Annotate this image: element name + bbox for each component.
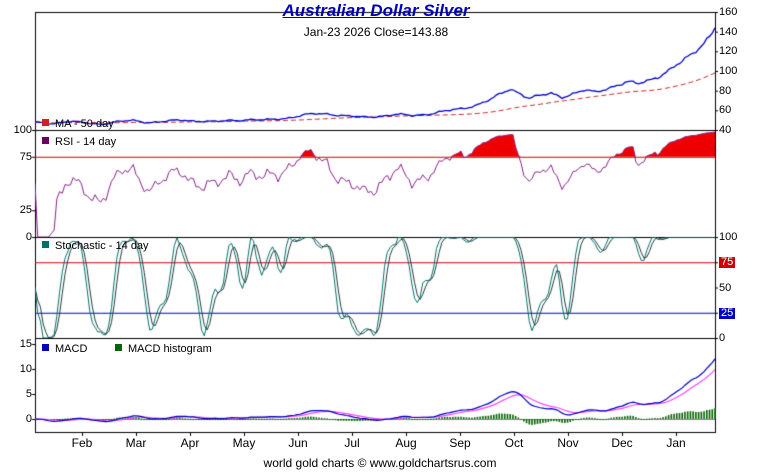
rsi-ytick-label: 75 — [19, 150, 32, 163]
x-axis-month-label: Aug — [395, 436, 417, 450]
macd-ytick-label: 10 — [19, 363, 32, 375]
legend-macd-label: MACD — [55, 343, 88, 355]
legend-rsi-label: RSI - 14 day — [55, 136, 117, 148]
stochastic-ytick-label: 0 — [719, 332, 726, 344]
ma-swatch-icon — [42, 119, 49, 126]
rsi-ytick-label: 0 — [25, 231, 32, 243]
x-axis-month-label: Mar — [125, 436, 147, 450]
stochastic-ytick-label: 100 — [719, 231, 738, 243]
stochastic-ytick-label: 50 — [719, 281, 732, 294]
x-axis-month-label: Jul — [344, 436, 360, 450]
footer-credit: world gold charts © www.goldchartsrus.co… — [263, 456, 497, 470]
legend-ma: MA - 50 day — [42, 118, 114, 130]
legend-rsi: RSI - 14 day — [42, 136, 116, 148]
macd-swatch-icon — [42, 344, 49, 351]
x-axis-month-label: Nov — [557, 436, 579, 450]
legend-macd: MACD — [42, 343, 87, 355]
x-axis-month-label: May — [232, 436, 256, 450]
legend-stochastic-label: Stochastic - 14 day — [55, 240, 149, 252]
x-axis-month-label: Dec — [611, 436, 633, 450]
price-ytick-label: 60 — [719, 104, 732, 117]
macd-ytick-label: 0 — [25, 413, 32, 425]
chart-title: Australian Dollar Silver — [282, 1, 470, 20]
price-ytick-label: 100 — [719, 65, 738, 77]
price-ytick-label: 120 — [719, 45, 738, 58]
x-axis-month-label: Jan — [666, 436, 686, 450]
stochastic-swatch-icon — [42, 241, 49, 248]
legend-stochastic: Stochastic - 14 day — [42, 240, 149, 252]
x-axis-month-label: Sep — [449, 436, 471, 450]
legend-ma-label: MA - 50 day — [55, 118, 114, 130]
stochastic-ytick-label: 75 — [719, 256, 736, 269]
x-axis-month-label: Jun — [288, 436, 308, 450]
rsi-swatch-icon — [42, 137, 49, 144]
macd-histogram-swatch-icon — [115, 344, 122, 351]
x-axis-month-label: Feb — [71, 436, 93, 450]
rsi-ytick-label: 100 — [13, 124, 32, 136]
macd-ytick-label: 5 — [25, 388, 32, 400]
legend-macd-histogram: MACD histogram — [115, 343, 212, 355]
chart-subtitle: Jan-23 2026 Close=143.88 — [303, 25, 449, 39]
stochastic-ytick-label: 25 — [719, 306, 736, 319]
rsi-ytick-label: 25 — [19, 204, 32, 217]
macd-ytick-label: 15 — [19, 338, 32, 350]
price-ytick-label: 40 — [719, 124, 732, 136]
price-ytick-label: 160 — [719, 6, 738, 18]
price-ytick-label: 140 — [719, 25, 738, 38]
legend-macd-histogram-label: MACD histogram — [128, 343, 212, 355]
x-axis-month-label: Oct — [504, 436, 524, 450]
x-axis-month-label: Apr — [180, 436, 200, 450]
price-ytick-label: 80 — [719, 84, 732, 97]
